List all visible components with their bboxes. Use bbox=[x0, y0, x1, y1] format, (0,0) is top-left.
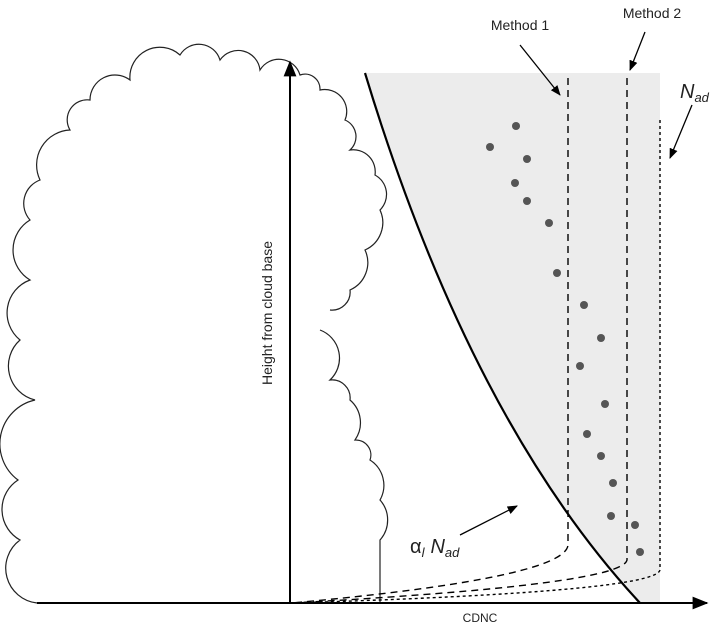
method2-label: Method 2 bbox=[623, 5, 682, 21]
nad-main: N bbox=[680, 81, 695, 103]
arrow bbox=[460, 506, 517, 535]
x-axis-label: CDNC bbox=[463, 611, 498, 625]
alpha-nad-main: N bbox=[430, 536, 445, 558]
y-axis-label: Height from cloud base bbox=[259, 241, 275, 385]
shaded-region bbox=[365, 73, 660, 603]
nad-label: Nad bbox=[680, 81, 710, 105]
nad-sub: ad bbox=[694, 90, 709, 105]
method1-label: Method 1 bbox=[491, 17, 550, 33]
cloud bbox=[0, 44, 388, 603]
alpha: α bbox=[410, 536, 422, 558]
arrow bbox=[630, 32, 645, 70]
arrow bbox=[670, 105, 692, 158]
alpha-sub: l bbox=[422, 545, 426, 560]
diagram: Method 1 Method 2 Nad αlNad Height from … bbox=[0, 0, 723, 630]
alpha-nad-sub: ad bbox=[445, 545, 460, 560]
